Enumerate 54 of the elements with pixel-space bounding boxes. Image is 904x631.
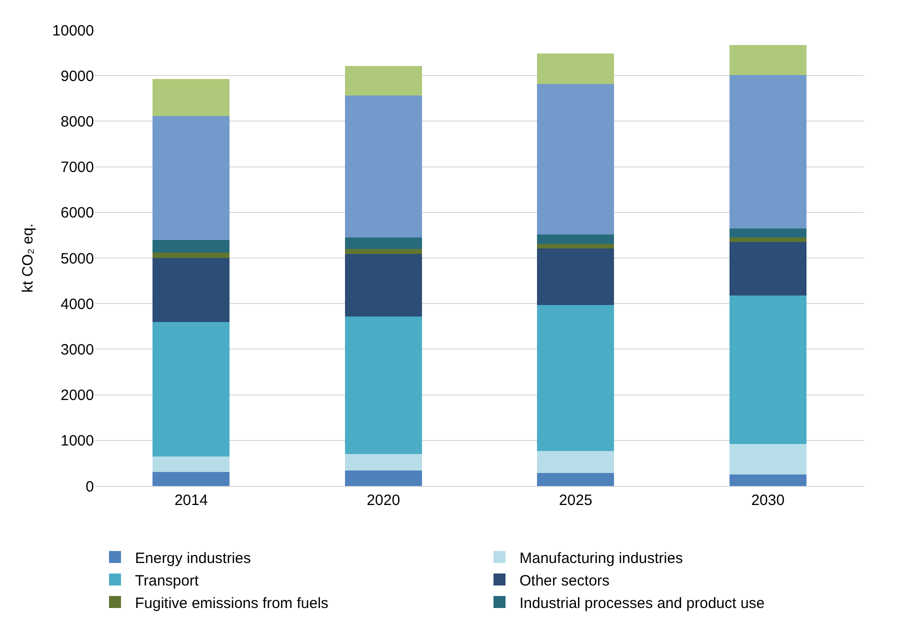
y-tick-label: 5000: [60, 250, 94, 268]
bar: [537, 248, 614, 305]
y-tick-label: 10000: [52, 22, 94, 40]
y-tick-label: 6000: [60, 204, 94, 222]
x-tick-label: 2014: [174, 492, 208, 509]
bar: [152, 322, 230, 456]
y-tick-label: 9000: [60, 68, 94, 85]
bar: [344, 470, 422, 486]
bar: [152, 78, 230, 116]
bar: [344, 248, 422, 254]
bar: [729, 228, 806, 238]
bar: [344, 66, 422, 96]
bar: [537, 304, 614, 451]
y-tick-label: 0: [86, 478, 94, 496]
legend-label: Other sectors: [520, 572, 610, 590]
bar: [537, 244, 614, 248]
bar: [729, 444, 806, 475]
y-tick-label: 2000: [60, 387, 94, 404]
bar: [152, 116, 230, 240]
bar: [344, 316, 422, 454]
bar: [729, 237, 806, 242]
bar: [344, 237, 422, 249]
bar: [537, 473, 614, 486]
bar: [152, 240, 230, 253]
bar: [729, 242, 806, 296]
y-tick-label: 4000: [60, 296, 94, 313]
x-tick-label: 2030: [751, 492, 785, 509]
bar: [152, 258, 230, 322]
legend-label: Transport: [135, 572, 200, 590]
x-tick-label: 2020: [366, 492, 400, 509]
bar: [537, 84, 614, 235]
bar: [344, 454, 422, 470]
y-tick-label: 3000: [60, 341, 94, 358]
bar: [537, 450, 614, 474]
x-tick-label: 2025: [558, 492, 592, 509]
bar: [152, 472, 230, 486]
y-axis-title: kt CO₂ eq.: [20, 223, 37, 293]
bar: [152, 252, 230, 258]
bar: [344, 254, 422, 316]
legend-label: Energy industries: [135, 550, 251, 567]
legend-label: Fugitive emissions from fuels: [135, 594, 328, 612]
bar: [729, 45, 806, 76]
legend-label: Manufacturing industries: [520, 550, 683, 567]
legend-label: Industrial processes and product use: [520, 594, 765, 612]
bar: [152, 456, 230, 472]
y-tick-label: 7000: [60, 159, 94, 176]
bar: [344, 96, 422, 238]
bar: [729, 474, 806, 486]
bar: [537, 54, 614, 84]
bar: [537, 234, 614, 244]
y-tick-label: 8000: [60, 113, 94, 130]
bar: [729, 295, 806, 444]
y-tick-label: 1000: [60, 432, 94, 450]
bar: [729, 75, 806, 228]
